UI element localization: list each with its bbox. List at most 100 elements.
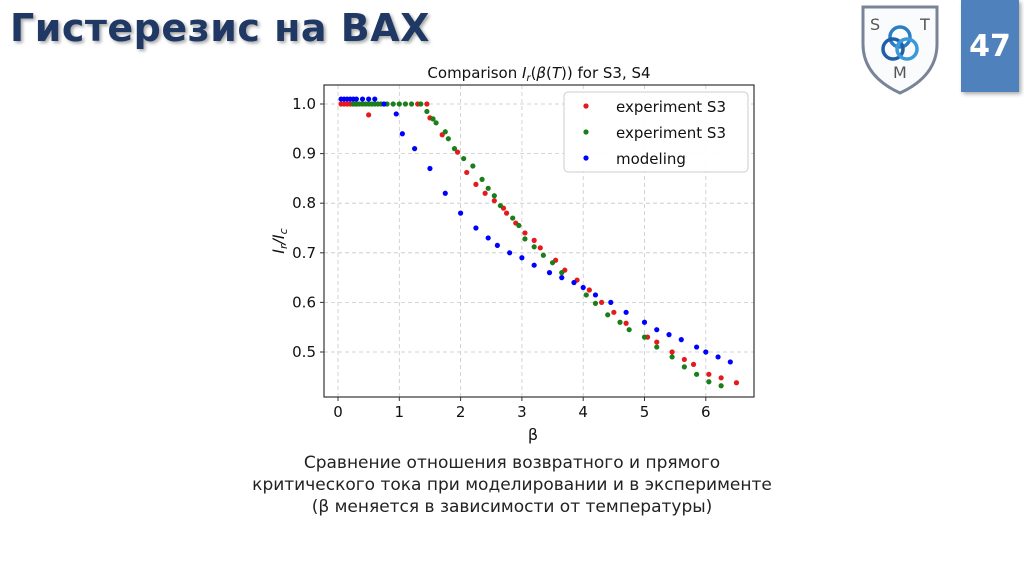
- data-point: [491, 198, 497, 204]
- data-point: [390, 101, 396, 107]
- data-point: [592, 300, 599, 306]
- data-point: [445, 136, 451, 142]
- y-tick-label: 0.9: [292, 145, 316, 163]
- logo-letter-t: T: [919, 15, 930, 34]
- page-number-badge: 47: [961, 0, 1019, 92]
- data-point: [485, 235, 491, 241]
- trefoil-knot-icon: [881, 25, 919, 61]
- y-axis-label: Ir/Ic: [269, 228, 290, 253]
- caption-line-3: (β меняется в зависимости от температуры…: [311, 497, 713, 517]
- data-point: [494, 242, 500, 248]
- data-point: [366, 112, 372, 118]
- data-point: [412, 146, 418, 152]
- x-tick-label: 2: [456, 403, 466, 421]
- data-point: [491, 193, 497, 199]
- data-point: [464, 169, 470, 176]
- data-point: [559, 275, 565, 281]
- data-point: [583, 292, 589, 298]
- data-point: [617, 319, 623, 325]
- x-tick-label: 0: [333, 403, 343, 421]
- data-point: [442, 190, 448, 196]
- y-tick-label: 0.7: [292, 244, 316, 262]
- figure-caption: Сравнение отношения возвратного и прямог…: [200, 452, 824, 518]
- data-point: [703, 349, 709, 355]
- data-point: [623, 320, 629, 326]
- data-point: [666, 332, 672, 338]
- data-point: [694, 371, 700, 377]
- legend-marker: [583, 103, 589, 109]
- data-point: [654, 344, 660, 350]
- data-point: [586, 287, 592, 293]
- data-point: [641, 334, 648, 340]
- data-point: [706, 371, 712, 377]
- data-point: [733, 380, 740, 386]
- data-point: [408, 101, 415, 107]
- data-point: [626, 327, 632, 333]
- data-point: [479, 176, 485, 182]
- data-point: [451, 146, 458, 152]
- x-tick-label: 5: [640, 403, 650, 421]
- data-point: [503, 210, 510, 216]
- data-point: [430, 116, 436, 122]
- data-point: [461, 155, 467, 162]
- x-tick-label: 4: [578, 403, 588, 421]
- data-point: [522, 230, 528, 236]
- data-point: [669, 354, 675, 360]
- data-point: [681, 364, 687, 370]
- data-point: [571, 279, 577, 286]
- x-tick-label: 6: [701, 403, 711, 421]
- data-point: [694, 344, 700, 350]
- data-point: [402, 101, 409, 107]
- data-point: [727, 359, 733, 365]
- data-point: [531, 262, 537, 268]
- y-tick-label: 1.0: [292, 95, 316, 113]
- data-point: [473, 225, 479, 231]
- data-point: [424, 101, 430, 107]
- data-point: [549, 260, 556, 266]
- data-point: [611, 309, 617, 315]
- data-point: [546, 270, 553, 276]
- data-point: [605, 312, 611, 318]
- data-point: [366, 96, 372, 102]
- data-point: [381, 101, 387, 107]
- shield-icon: [861, 5, 939, 95]
- data-point: [485, 185, 491, 191]
- data-point: [372, 96, 378, 102]
- legend-label: experiment S3: [616, 98, 726, 116]
- data-point: [458, 210, 464, 216]
- data-point: [442, 129, 448, 135]
- stm-logo: S T M: [861, 5, 939, 95]
- data-point: [473, 181, 479, 187]
- data-point: [497, 203, 504, 209]
- data-point: [393, 111, 399, 117]
- data-point: [531, 244, 537, 250]
- data-point: [559, 270, 565, 276]
- data-point: [690, 361, 697, 367]
- data-point: [718, 375, 724, 381]
- data-point: [510, 215, 516, 221]
- slide-title: Гистерезис на ВАХ: [10, 6, 430, 50]
- data-point: [353, 96, 359, 102]
- y-tick-label: 0.5: [292, 343, 316, 361]
- plot-frame: [323, 84, 755, 398]
- data-point: [540, 252, 546, 258]
- legend-marker: [583, 155, 589, 161]
- data-point: [399, 131, 405, 137]
- y-tick-label: 0.6: [292, 293, 316, 311]
- legend-label: modeling: [616, 150, 686, 168]
- data-point: [608, 299, 614, 305]
- data-point: [516, 222, 522, 229]
- data-point: [678, 337, 684, 343]
- data-point: [396, 101, 402, 107]
- data-point: [641, 319, 648, 325]
- data-point: [482, 190, 488, 196]
- x-tick-label: 3: [517, 403, 527, 421]
- logo-letter-m: M: [893, 63, 907, 82]
- data-point: [654, 339, 660, 345]
- y-tick-label: 0.8: [292, 194, 316, 212]
- x-tick-label: 1: [395, 403, 405, 421]
- data-point: [669, 349, 675, 355]
- data-point: [681, 356, 687, 363]
- data-point: [598, 299, 605, 305]
- data-point: [706, 379, 712, 385]
